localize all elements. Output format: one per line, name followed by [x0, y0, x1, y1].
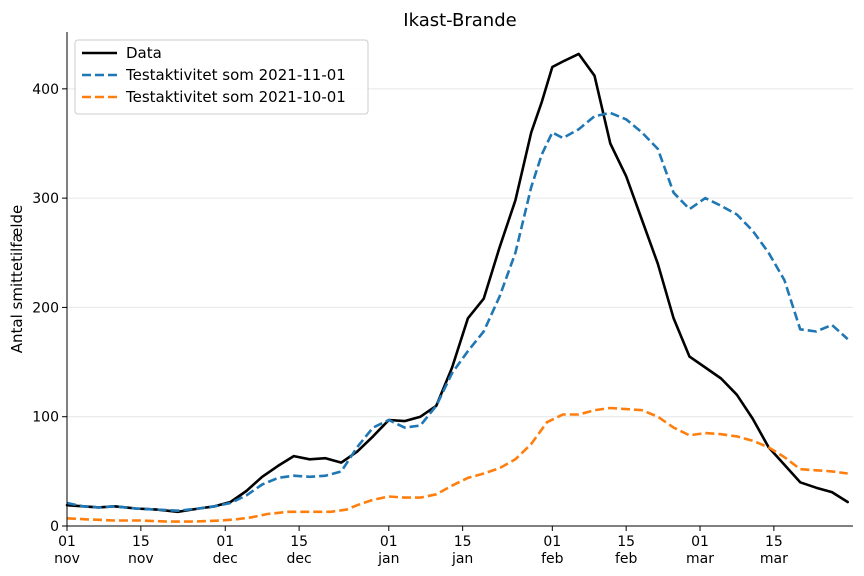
- x-tick-day-label: 01: [543, 534, 561, 550]
- chart-title: Ikast-Brande: [403, 10, 516, 31]
- y-axis-ticks: 0 100 200 300 400: [32, 82, 67, 535]
- legend-box: [74, 39, 369, 115]
- x-tick-month-label: nov: [128, 551, 154, 567]
- y-axis-label: Antal smittetilfælde: [8, 205, 26, 354]
- gridlines: [67, 88, 853, 418]
- series-line-3: [66, 406, 848, 523]
- x-tick-day-label: 01: [58, 534, 76, 550]
- x-tick-day-label: 15: [765, 534, 783, 550]
- x-tick-month-label: feb: [541, 551, 564, 567]
- y-tick-label: 200: [32, 300, 59, 316]
- x-tick-month-label: feb: [615, 551, 638, 567]
- x-tick-day-label: 01: [691, 534, 709, 550]
- legend-label-1: Data: [126, 44, 162, 62]
- x-tick-day-label: 01: [380, 534, 398, 550]
- x-tick-day-label: 15: [454, 534, 472, 550]
- y-tick-label: 300: [32, 191, 59, 207]
- x-tick-month-label: jan: [377, 551, 399, 567]
- legend-label-3: Testaktivitet som 2021-10-01: [125, 88, 346, 106]
- x-tick-day-label: 15: [617, 534, 635, 550]
- y-tick-label: 100: [32, 410, 59, 426]
- series-line-1: [65, 52, 850, 514]
- x-tick-day-label: 15: [132, 534, 150, 550]
- legend: Data Testaktivitet som 2021-11-01 Testakti…: [74, 39, 369, 115]
- y-tick-label: 400: [32, 82, 59, 98]
- x-tick-month-label: dec: [213, 551, 238, 567]
- x-tick-day-label: 01: [216, 534, 234, 550]
- x-axis-ticks: 01nov15nov01dec15dec01jan15jan01feb15feb…: [54, 526, 788, 567]
- x-tick-month-label: mar: [686, 551, 714, 567]
- x-tick-day-label: 15: [290, 534, 308, 550]
- series-line-2: [66, 111, 849, 513]
- x-tick-month-label: nov: [54, 551, 80, 567]
- series-layer: [65, 52, 850, 523]
- x-tick-month-label: jan: [451, 551, 473, 567]
- axes: [66, 32, 853, 527]
- legend-label-2: Testaktivitet som 2021-11-01: [125, 66, 346, 84]
- x-tick-month-label: dec: [287, 551, 312, 567]
- y-tick-label: 0: [50, 519, 59, 535]
- x-tick-month-label: mar: [760, 551, 788, 567]
